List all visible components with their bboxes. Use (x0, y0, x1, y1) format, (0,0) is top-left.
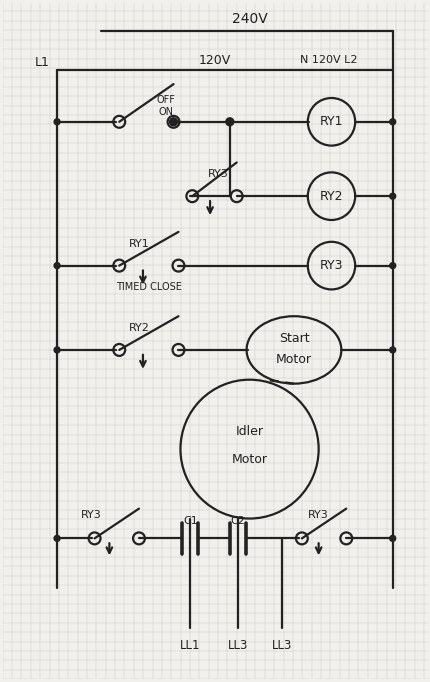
Circle shape (389, 347, 395, 353)
Text: RY2: RY2 (319, 190, 342, 203)
Text: C2: C2 (230, 516, 245, 526)
Text: ON: ON (158, 107, 173, 117)
Circle shape (389, 193, 395, 199)
Text: 240V: 240V (231, 12, 267, 26)
Text: RY3: RY3 (81, 509, 102, 520)
Text: RY2: RY2 (128, 323, 149, 333)
Circle shape (225, 118, 233, 125)
Circle shape (389, 119, 395, 125)
Text: RY3: RY3 (307, 509, 328, 520)
Text: LL1: LL1 (180, 639, 200, 652)
Text: N 120V L2: N 120V L2 (299, 55, 356, 65)
Text: L1: L1 (34, 56, 49, 69)
Circle shape (54, 119, 60, 125)
Circle shape (54, 535, 60, 542)
Text: 120V: 120V (198, 54, 230, 67)
Text: Motor: Motor (275, 353, 311, 366)
Text: LL3: LL3 (227, 639, 247, 652)
Text: Start: Start (278, 331, 309, 344)
Circle shape (169, 118, 177, 125)
Text: LL3: LL3 (271, 639, 292, 652)
Circle shape (54, 347, 60, 353)
Text: RY1: RY1 (319, 115, 342, 128)
Text: OFF: OFF (156, 95, 175, 105)
Text: Idler: Idler (235, 425, 263, 438)
Circle shape (389, 535, 395, 542)
Text: RY1: RY1 (128, 239, 149, 249)
Text: Motor: Motor (231, 453, 267, 466)
Text: RY3: RY3 (319, 259, 342, 272)
Circle shape (54, 263, 60, 269)
Text: RY3: RY3 (207, 169, 228, 179)
Circle shape (389, 263, 395, 269)
Text: C1: C1 (182, 516, 197, 526)
Text: TIMED CLOSE: TIMED CLOSE (116, 282, 181, 293)
